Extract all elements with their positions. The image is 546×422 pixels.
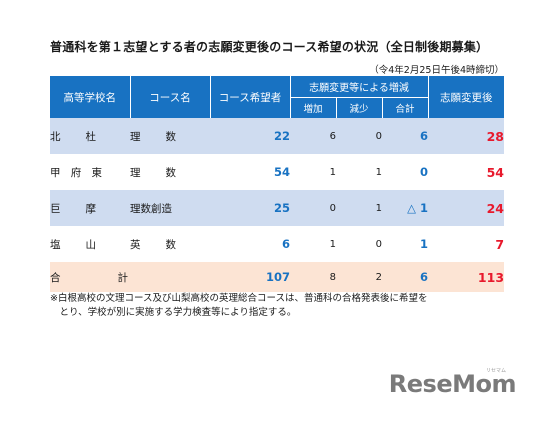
table-row: 塩山 英数 6 1 0 1 7 [50,226,504,262]
course-name: 英数 [130,238,176,251]
decrease-count: 0 [375,238,382,250]
header-subtotal: 合計 [381,97,429,118]
increase-count: 1 [329,166,336,178]
total-increase: 8 [290,262,336,292]
header-course-wish: コース希望者 [209,76,291,118]
total-label: 合計 [50,271,128,284]
header-decrease: 減少 [335,97,383,118]
header-change-group: 志願変更等による増減 [289,76,429,98]
subtotal-count: 6 [382,118,429,154]
total-decrease: 2 [336,262,382,292]
course-wish-count: 22 [210,118,290,154]
resemom-logo: ReseMom [388,370,517,398]
decrease-count: 0 [336,118,382,154]
table-row: 甲府東 理数 54 1 1 0 54 [50,154,504,190]
school-name: 北杜 [50,130,96,143]
decrease-count: 1 [336,190,382,226]
after-change-count: 24 [428,190,505,226]
decrease-count: 1 [375,166,382,178]
increase-count: 6 [290,118,336,154]
logo-subtext: リセマム [485,368,506,374]
school-name: 巨摩 [50,202,96,215]
header-increase: 増加 [290,97,337,118]
total-subtotal: 6 [382,262,429,292]
total-after-change: 113 [428,262,505,292]
subtotal-count: 0 [420,165,429,179]
school-name: 甲府東 [50,166,102,179]
subtotal-count: △ 1 [382,190,429,226]
header-after-change: 志願変更後 [427,76,505,118]
header-school: 高等学校名 [50,76,131,118]
course-wish-count: 54 [273,165,290,179]
course-name: 理数 [130,130,176,143]
after-change-count: 54 [486,164,505,180]
table-row: 北杜 理数 22 6 0 6 28 [50,118,505,154]
page-title: 普通科を第１志望とする者の志願変更後のコース希望の状況（全日制後期募集） [50,40,489,54]
increase-count: 0 [290,190,336,226]
footnote: ※白根高校の文理コース及び山梨高校の英理総合コースは、普通科の合格発表後に希望を… [50,293,428,318]
school-name: 塩山 [50,238,96,251]
subtotal-count: 1 [420,237,429,251]
increase-count: 1 [329,238,336,250]
course-wish-count: 6 [281,237,290,251]
course-name: 理数創造 [130,190,210,226]
total-course-wish: 107 [210,262,290,292]
after-change-count: 7 [495,236,505,252]
course-wish-count: 25 [210,190,290,226]
deadline-note: （令4年2月25日午後4時締切） [369,65,504,76]
course-name: 理数 [130,166,176,179]
table-row: 巨摩 理数創造 25 0 1 △ 1 24 [50,190,505,226]
header-course: コース名 [129,76,211,118]
application-table: 高等学校名 コース名 コース希望者 志願変更等による増減 志願変更後 増加 減少… [50,76,505,292]
total-row: 合計 107 8 2 6 113 [50,262,505,292]
after-change-count: 28 [428,118,505,154]
